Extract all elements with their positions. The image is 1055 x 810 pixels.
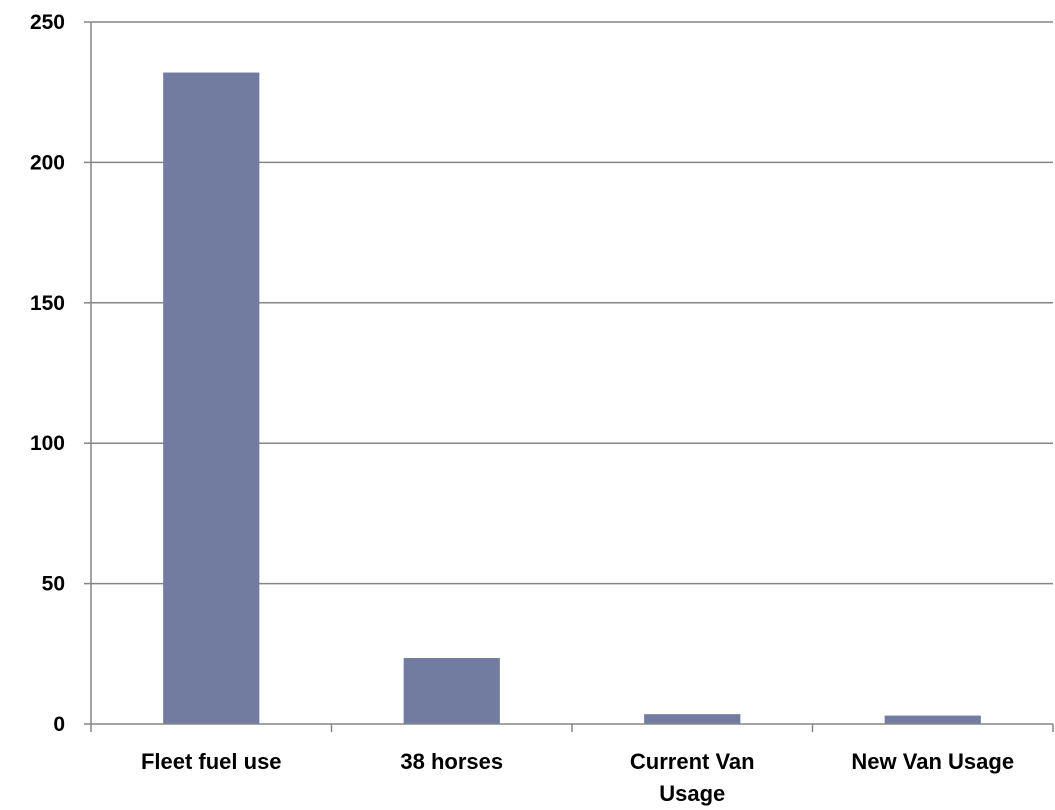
x-tick-label: New Van Usage: [851, 749, 1014, 774]
bars: [163, 72, 981, 724]
y-tick-label: 150: [30, 292, 65, 315]
bar: [884, 715, 981, 724]
bar: [163, 72, 260, 724]
x-tick-label: 38 horses: [400, 749, 503, 774]
y-tick-label: 100: [30, 432, 65, 455]
y-tick-label: 250: [30, 11, 65, 34]
y-tick-label: 50: [42, 573, 65, 596]
bar: [403, 658, 500, 724]
bar: [644, 714, 741, 724]
x-tick-label: Current Van: [630, 749, 755, 774]
y-tick-label: 0: [53, 713, 65, 736]
y-tick-label: 200: [30, 151, 65, 174]
y-tick-labels: 0 50 100 150 200 250: [30, 11, 65, 736]
x-tick-label: Usage: [659, 781, 725, 806]
x-tick-label: Fleet fuel use: [141, 749, 282, 774]
x-tick-labels: Fleet fuel use 38 horses Current Van Usage N…: [141, 749, 1014, 806]
axes: [84, 21, 1054, 732]
